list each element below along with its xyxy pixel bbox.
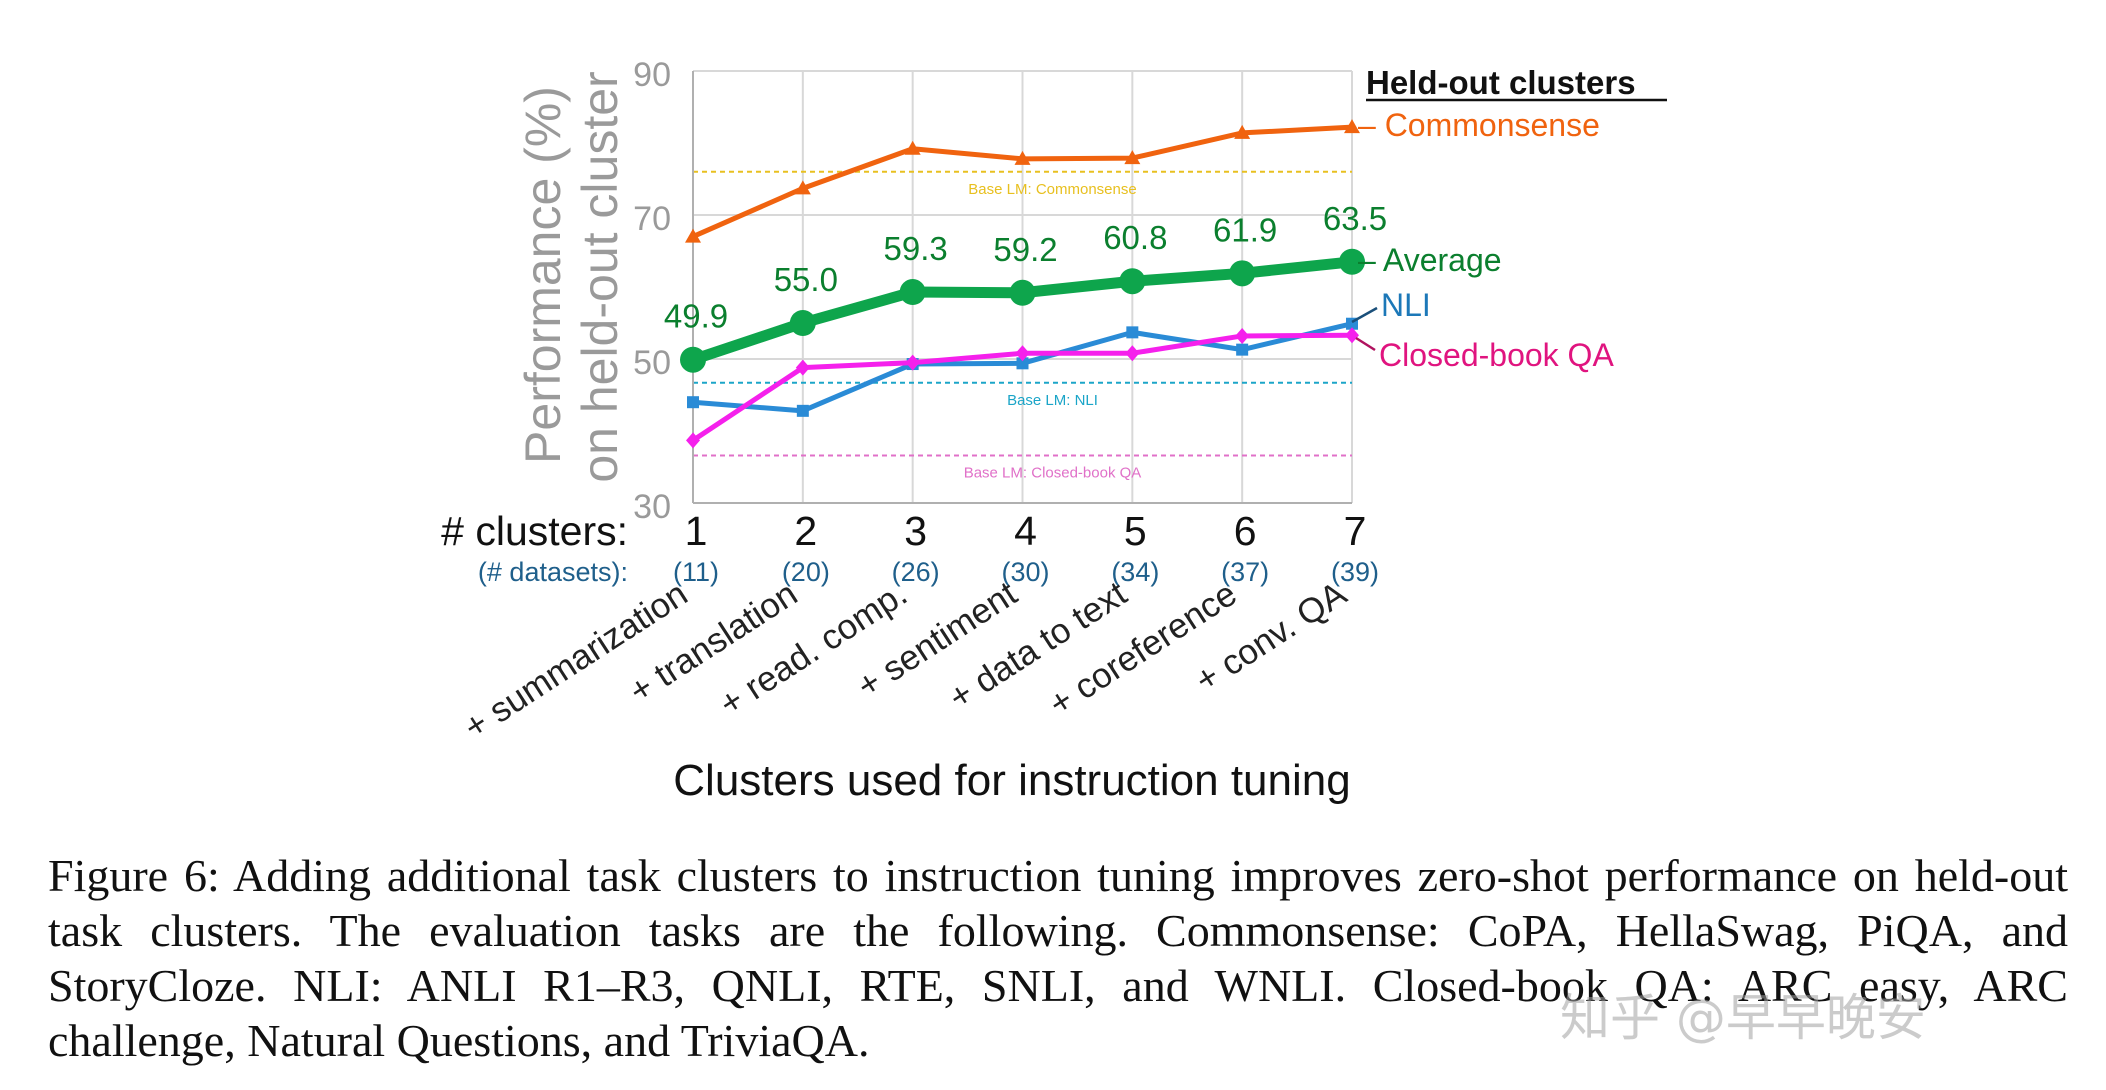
data-label-average: 59.3 [884, 230, 948, 267]
data-label-average: 60.8 [1103, 219, 1167, 256]
baseline-layer: Base LM: Commonsense Base LM: NLI Base LM:… [693, 170, 1352, 481]
dataset-count-label: (34) [1111, 557, 1159, 587]
chart: Base LM: Commonsense Base LM: NLI Base LM:… [441, 56, 1667, 805]
data-point-closed-book-qa [686, 432, 700, 449]
data-point-average [1009, 279, 1036, 306]
data-label-average: 63.5 [1323, 200, 1387, 237]
data-point-average [680, 346, 706, 373]
series-layer [680, 119, 1365, 449]
legend-nli: NLI [1381, 287, 1431, 323]
added-cluster-label: + read. comp. [712, 574, 914, 724]
data-point-closed-book-qa [1015, 345, 1030, 362]
cluster-tick-label: 1 [685, 508, 708, 554]
dataset-count-label: (26) [892, 557, 940, 587]
data-label-average: 61.9 [1213, 211, 1277, 248]
data-point-closed-book-qa [1345, 327, 1359, 344]
data-point-commonsense [1124, 150, 1141, 165]
data-point-closed-book-qa [905, 354, 920, 371]
cluster-tick-label: 3 [904, 508, 927, 554]
data-point-commonsense [685, 228, 701, 243]
cluster-tick-label: 2 [794, 508, 817, 554]
dataset-count-label: (30) [1001, 557, 1049, 587]
cluster-tick-label: 7 [1344, 508, 1367, 554]
datasets-axis-label: (# datasets): [478, 557, 628, 587]
data-point-commonsense [1234, 124, 1251, 139]
dataset-count-label: (39) [1331, 557, 1379, 587]
legend-closed-book-qa: Closed-book QA [1379, 337, 1614, 373]
y-tick-label: 50 [633, 344, 671, 382]
dataset-count-label: (20) [782, 557, 830, 587]
figure-caption: Figure 6: Adding additional task cluster… [48, 850, 2068, 1066]
legend-closed-book-leader [1355, 336, 1376, 352]
data-point-nli [1126, 326, 1139, 339]
cluster-tick-label: 5 [1124, 508, 1147, 554]
legend-commonsense: – Commonsense [1358, 107, 1600, 143]
legend-nli-leader [1351, 306, 1378, 324]
baseline-label: Base LM: Closed-book QA [964, 464, 1142, 481]
y-tick-label: 90 [633, 56, 671, 94]
x-axis-title: Clusters used for instruction tuning [673, 756, 1350, 805]
data-point-average [1229, 260, 1256, 287]
baseline-label: Base LM: NLI [1007, 392, 1098, 409]
data-point-commonsense [1344, 119, 1360, 134]
data-label-average: 59.2 [993, 231, 1057, 268]
baseline-label: Base LM: Commonsense [968, 181, 1136, 198]
data-point-nli [1016, 357, 1029, 370]
dataset-count-label: (11) [673, 557, 719, 587]
data-point-average [1119, 268, 1146, 295]
clusters-axis-label: # clusters: [441, 508, 628, 554]
data-point-nli [796, 404, 809, 417]
data-point-closed-book-qa [1235, 327, 1250, 344]
data-point-closed-book-qa [1125, 345, 1140, 362]
y-axis-label-line2: on held-out cluster [572, 71, 628, 482]
watermark: 知乎 @早早晚安 [1560, 989, 1926, 1047]
data-point-commonsense [1014, 150, 1031, 165]
y-tick-label: 70 [633, 200, 671, 238]
data-point-nli [687, 396, 699, 409]
cluster-tick-label: 4 [1014, 508, 1037, 554]
data-point-commonsense [904, 140, 921, 155]
legend-average: – Average [1358, 242, 1502, 278]
data-point-closed-book-qa [795, 359, 810, 376]
dataset-count-label: (37) [1221, 557, 1269, 587]
axes-layer: 30 50 70 90 Performance (%) on held-out clust… [515, 56, 1352, 526]
data-label-average: 55.0 [774, 261, 838, 298]
y-axis-label-line1: Performance (%) [515, 86, 571, 464]
legend-title: Held-out clusters [1366, 64, 1636, 101]
cluster-tick-label: 6 [1234, 508, 1257, 554]
data-point-average [899, 279, 926, 306]
data-point-commonsense [794, 180, 811, 195]
added-cluster-label: + coreference [1042, 574, 1244, 724]
data-point-nli [1236, 343, 1249, 356]
data-label-average: 49.9 [664, 298, 728, 335]
data-point-average [1339, 248, 1365, 275]
data-point-average [789, 310, 816, 336]
y-tick-label: 30 [633, 488, 671, 526]
